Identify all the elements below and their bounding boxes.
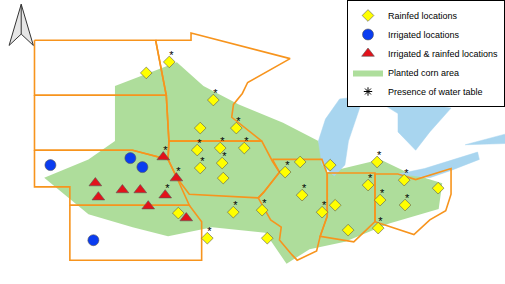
svg-text:*: * — [285, 159, 290, 171]
svg-text:*: * — [220, 135, 225, 147]
svg-text:Planted corn area: Planted corn area — [388, 68, 459, 78]
svg-text:Rainfed locations: Rainfed locations — [388, 11, 458, 21]
svg-text:Irrigated & rainfed locations: Irrigated & rainfed locations — [388, 49, 498, 59]
svg-text:*: * — [165, 182, 170, 194]
svg-text:*: * — [262, 197, 267, 209]
svg-text:*: * — [244, 135, 249, 147]
svg-text:*: * — [197, 137, 202, 149]
svg-text:*: * — [302, 182, 307, 194]
svg-text:*: * — [169, 49, 174, 61]
svg-text:*: * — [233, 199, 238, 211]
svg-text:*: * — [380, 187, 385, 199]
svg-text:*: * — [405, 192, 410, 204]
svg-text:*: * — [378, 215, 383, 227]
svg-text:*: * — [207, 225, 212, 237]
svg-text:*: * — [368, 172, 373, 184]
svg-text:*: * — [200, 155, 205, 167]
svg-text:*: * — [322, 199, 327, 211]
svg-text:Irrigated locations: Irrigated locations — [388, 30, 460, 40]
svg-text:*: * — [404, 167, 409, 179]
svg-text:*: * — [236, 115, 241, 127]
svg-text:*: * — [176, 165, 181, 177]
svg-text:*: * — [163, 144, 168, 156]
svg-text:*: * — [222, 150, 227, 162]
svg-text:Presence of water table: Presence of water table — [388, 87, 483, 97]
svg-text:*: * — [213, 87, 218, 99]
svg-text:*: * — [377, 149, 382, 161]
